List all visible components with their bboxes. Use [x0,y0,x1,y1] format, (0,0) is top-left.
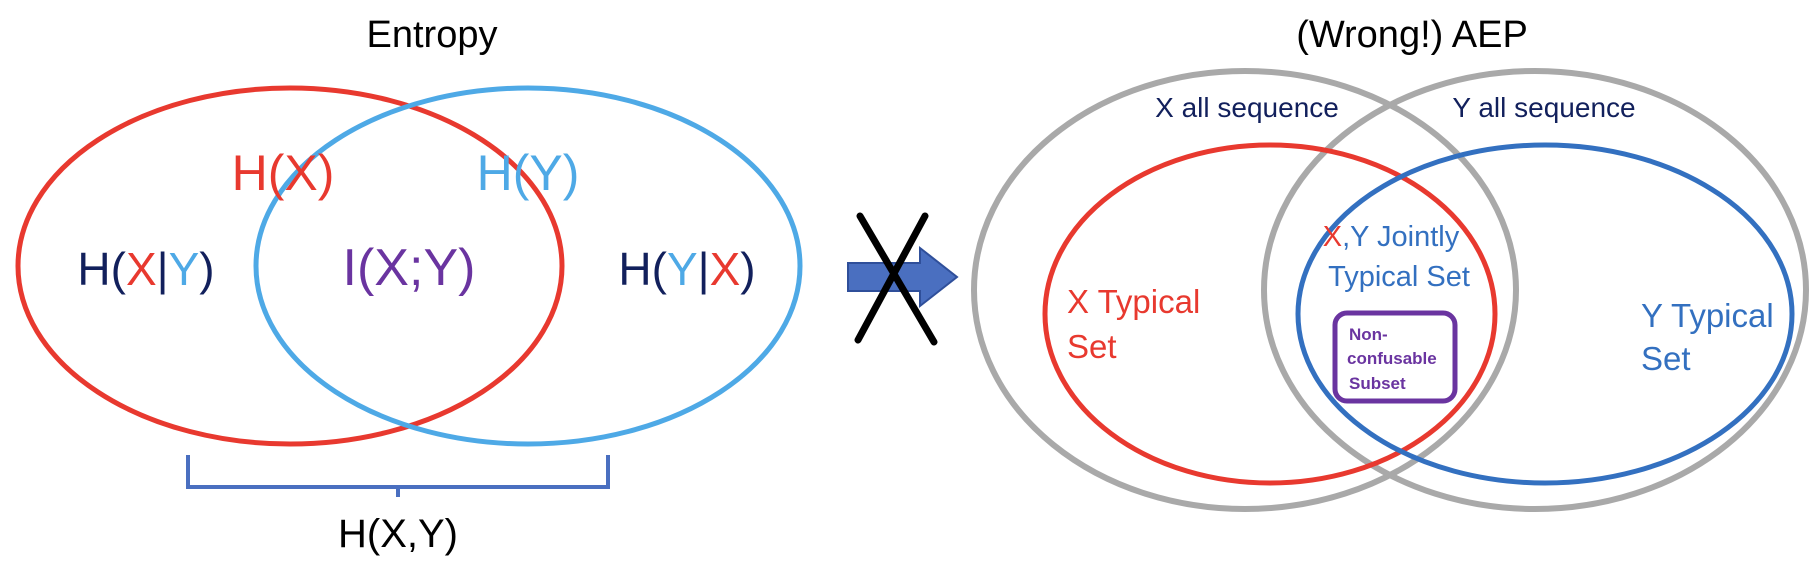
y-typical-set-ellipse [1295,142,1795,486]
y-typical-line1: Y Typical [1641,297,1774,334]
hy-ellipse [253,85,803,447]
jointly-line2: Typical Set [1328,261,1470,293]
hxgy-open: H( [77,243,126,295]
hxgy-bar: | [157,243,169,295]
x-typical-line2: Set [1067,328,1117,365]
hy-open: H( [477,145,530,201]
x-typical-set-label: X Typical Set [1067,283,1209,365]
non-confusable-subset-label: Non- confusable Subset [1347,325,1441,393]
cross-out-icon [854,212,938,346]
hygx-bar: | [698,243,710,295]
entropy-panel: Entropy H(X) H(Y) H(X|Y) I(X;Y) H(Y|X) H… [15,14,803,556]
aep-panel: (Wrong!) AEP X all sequence Y all sequen… [971,14,1809,512]
jointly-rest: ,Y Jointly [1342,221,1460,253]
hygx-close: ) [740,243,755,295]
hx-label: H(X) [232,145,335,201]
hx-arg: X [284,145,317,201]
hxgy-x: X [126,243,157,295]
x-typical-line1: X Typical [1067,283,1200,320]
right-arrow-icon [847,245,959,309]
hygx-y: Y [667,243,698,295]
hx-open: H( [232,145,285,201]
entropy-title: Entropy [367,14,498,56]
nonconf-line3: Subset [1349,374,1406,393]
x-all-sequence-label: X all sequence [1155,92,1339,123]
implication-arrow [847,212,959,346]
hy-arg: Y [529,145,562,201]
jointly-x: X [1323,221,1342,253]
jointly-typical-set-label: X,Y Jointly Typical Set [1323,221,1470,293]
hx-close: ) [318,145,335,201]
non-confusable-subset-box [1332,310,1458,404]
hy-close: ) [563,145,580,201]
hx-ellipse [15,85,565,447]
hy-given-x-label: H(Y|X) [618,243,755,295]
nonconf-line2: confusable [1347,349,1437,368]
hx-given-y-label: H(X|Y) [77,243,214,295]
y-all-sequence-label: Y all sequence [1452,92,1635,123]
hxgy-y: Y [169,243,200,295]
y-typical-set-label: Y Typical Set [1641,297,1783,377]
x-all-sequence-ellipse [971,68,1519,512]
hygx-x: X [710,243,741,295]
mutual-information-label: I(X;Y) [343,239,476,297]
y-all-sequence-ellipse [1261,68,1809,512]
joint-entropy-brace [186,455,610,497]
hxgy-close: ) [199,243,214,295]
hygx-open: H( [618,243,667,295]
y-typical-line2: Set [1641,340,1691,377]
joint-entropy-label: H(X,Y) [338,512,458,556]
hy-label: H(Y) [477,145,580,201]
aep-title: (Wrong!) AEP [1296,14,1528,56]
nonconf-line1: Non- [1349,325,1388,344]
x-typical-set-ellipse [1042,142,1498,486]
